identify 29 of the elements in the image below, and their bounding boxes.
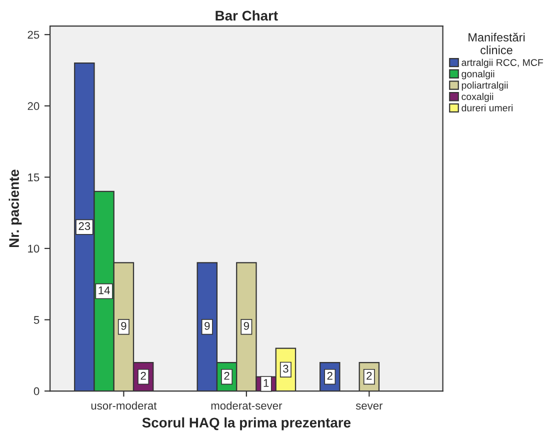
- y-tick-label: 20: [28, 102, 40, 110]
- x-axis-title: Scorul HAQ la prima prezentare: [142, 417, 351, 430]
- legend-title: Manifestări clinice: [468, 32, 525, 54]
- x-tick-label: moderat-sever: [211, 401, 282, 410]
- data-label: 9: [121, 322, 126, 330]
- legend-label: poliartralgii: [462, 82, 508, 91]
- y-tick-label: 15: [28, 174, 40, 182]
- data-label: 2: [224, 372, 230, 380]
- x-tick-label: sever: [356, 404, 383, 410]
- data-label: 1: [264, 379, 269, 387]
- data-label: 2: [327, 372, 332, 380]
- y-tick-label: 25: [28, 30, 40, 39]
- legend-label: dureri umeri: [462, 104, 512, 112]
- data-label: 9: [204, 322, 210, 330]
- data-label: 9: [244, 322, 249, 330]
- legend-label: artralgii RCC, MCF: [462, 58, 543, 68]
- y-tick-label: 0: [34, 387, 40, 396]
- legend-label: coxalgii: [462, 92, 494, 102]
- chart-title: Bar Chart: [216, 10, 278, 21]
- legend-label: gonalgii: [462, 70, 494, 80]
- data-label: 3: [283, 364, 288, 373]
- y-tick-label: 5: [34, 316, 40, 324]
- x-tick-label: usor-moderat: [91, 401, 157, 410]
- data-label: 14: [98, 286, 110, 294]
- y-axis-title: Nr. paciente: [8, 170, 22, 247]
- data-label: 23: [78, 222, 90, 230]
- data-label: 2: [366, 372, 372, 380]
- y-tick-label: 10: [28, 244, 40, 253]
- data-label: 2: [140, 372, 146, 380]
